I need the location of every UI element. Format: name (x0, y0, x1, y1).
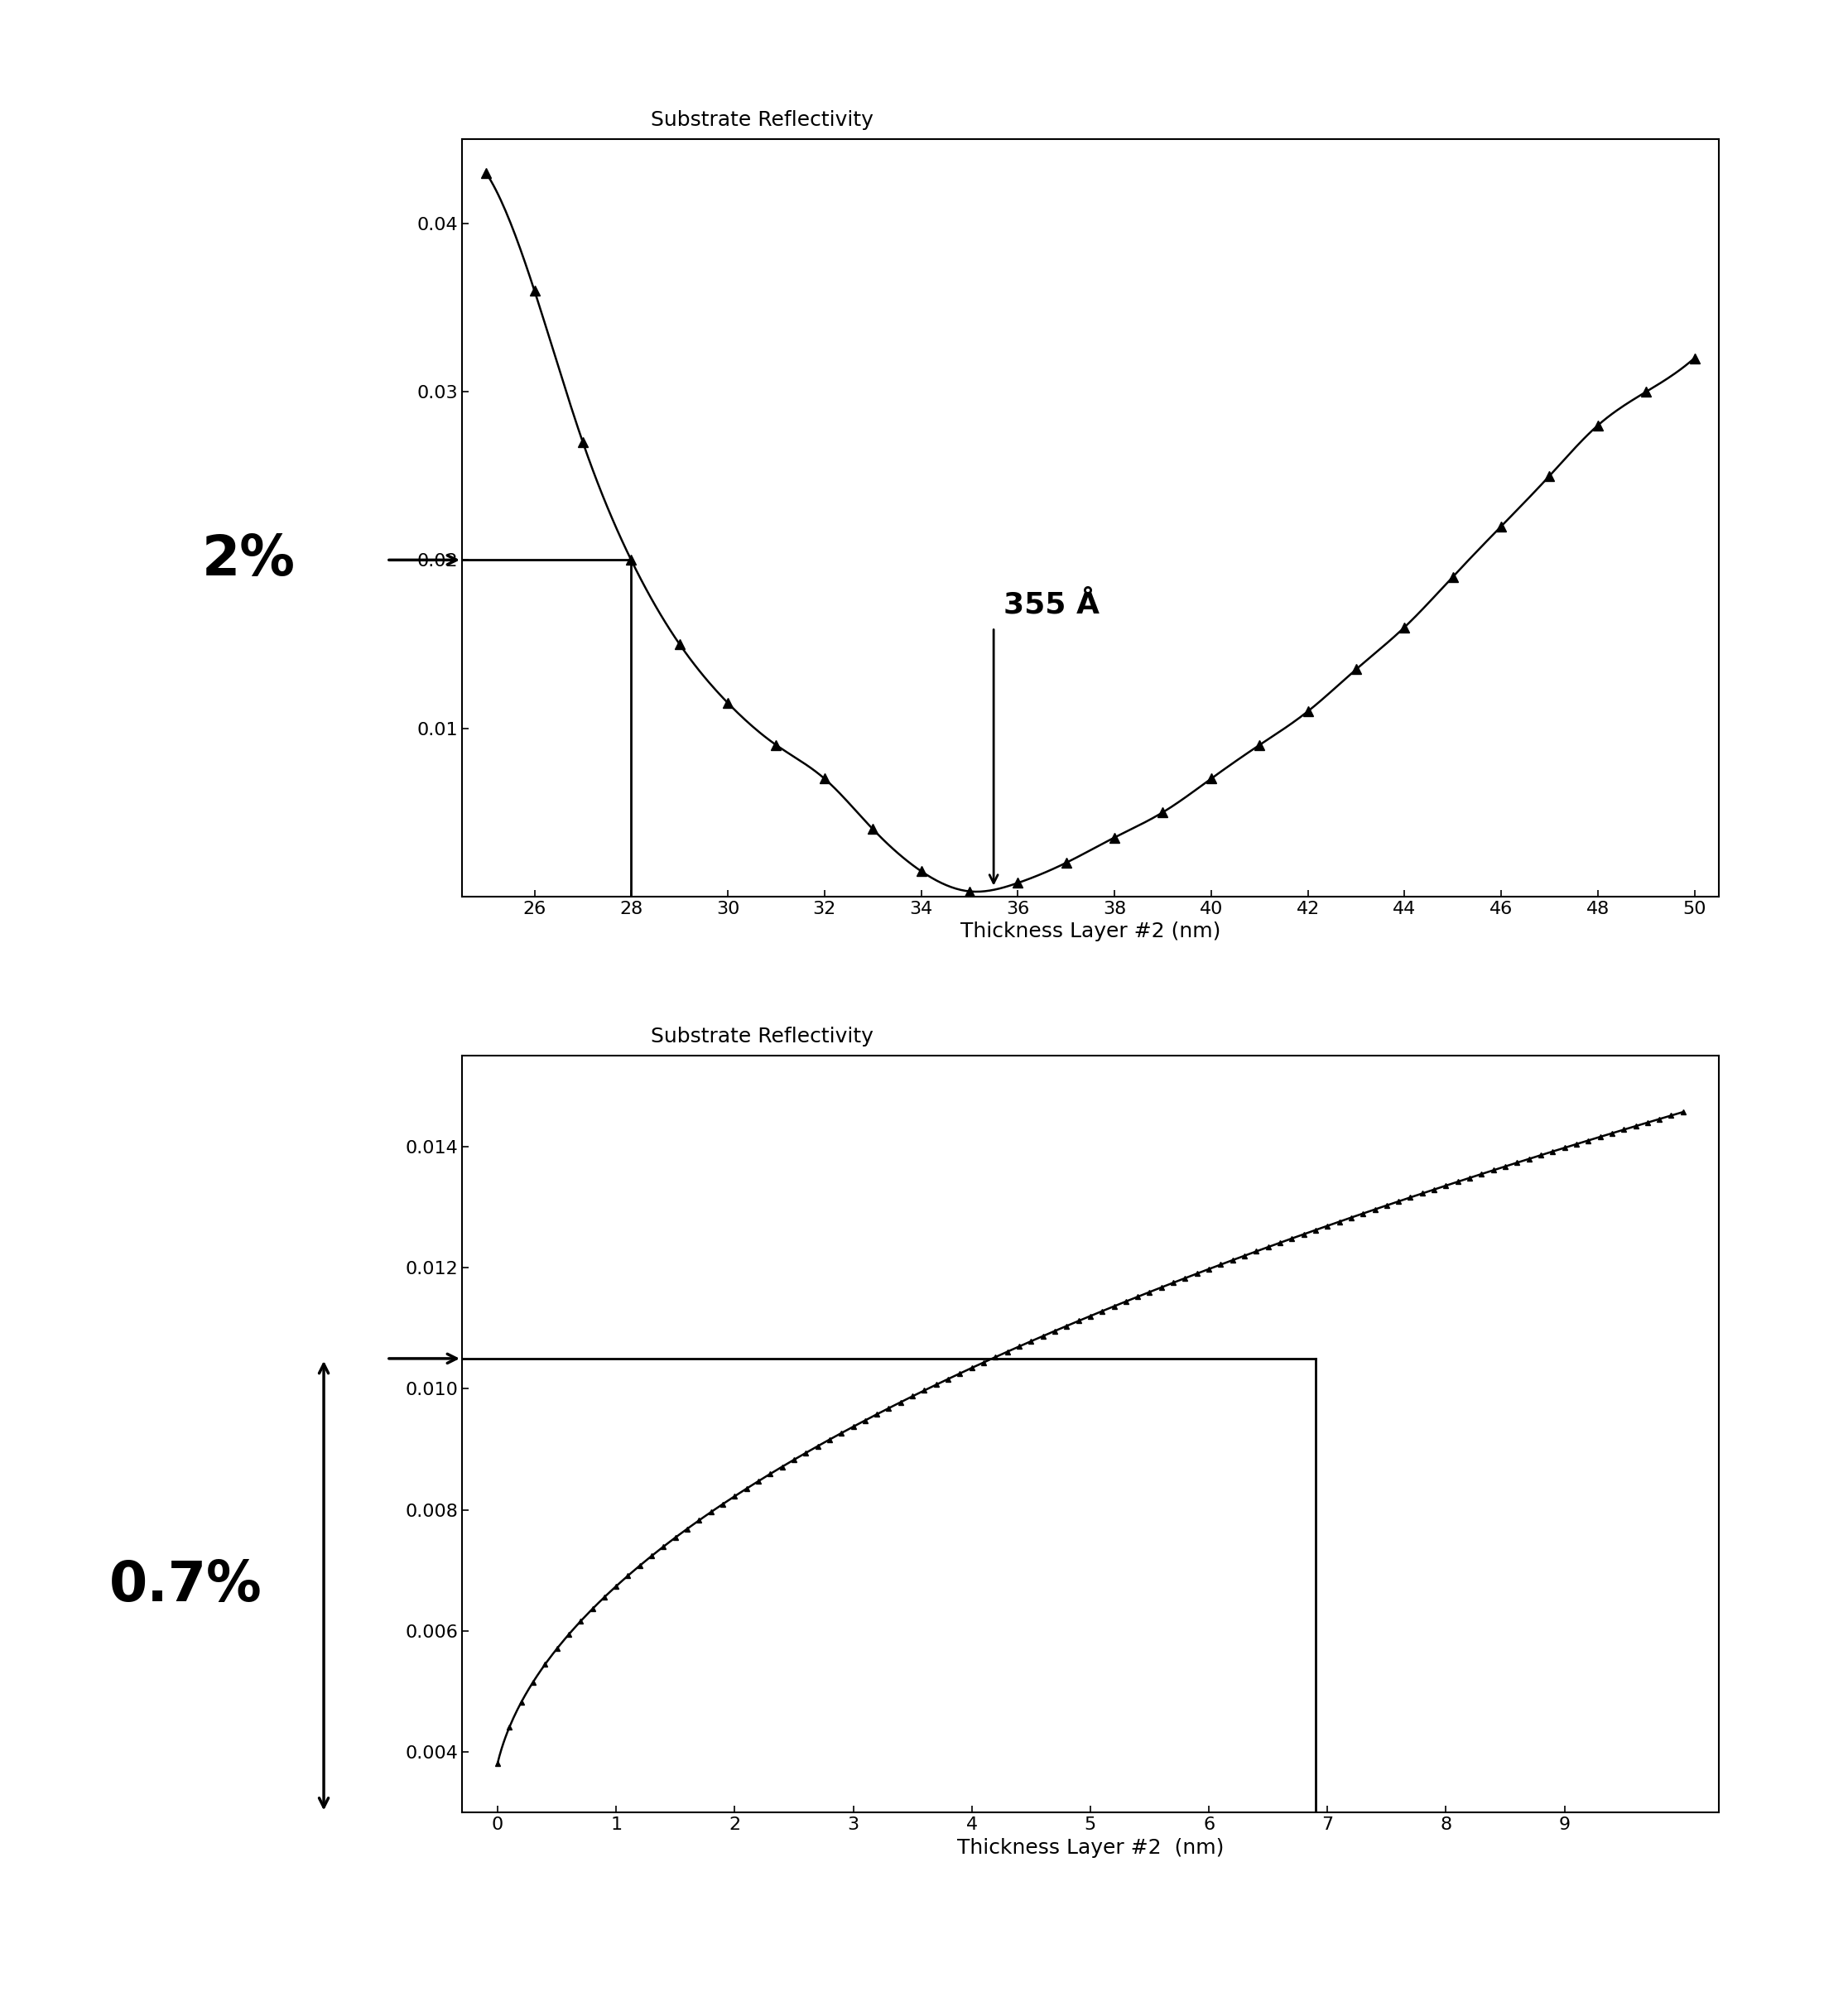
Text: Substrate Reflectivity: Substrate Reflectivity (650, 1026, 872, 1046)
Text: 2%: 2% (201, 532, 296, 588)
Text: 0.7%: 0.7% (109, 1558, 262, 1614)
X-axis label: Thickness Layer #2  (nm): Thickness Layer #2 (nm) (957, 1839, 1223, 1859)
Text: Substrate Reflectivity: Substrate Reflectivity (650, 110, 872, 129)
X-axis label: Thickness Layer #2 (nm): Thickness Layer #2 (nm) (961, 922, 1220, 942)
Text: 355 Å: 355 Å (1003, 592, 1100, 620)
